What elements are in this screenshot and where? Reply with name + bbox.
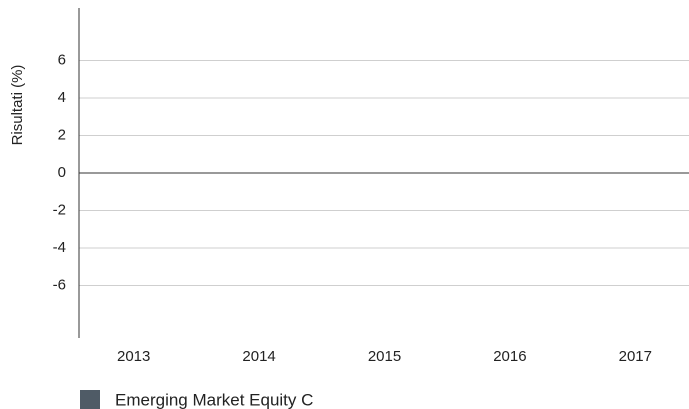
y-tick-label: 6 — [58, 51, 66, 68]
x-tick-label: 2013 — [117, 348, 150, 365]
y-tick-label: -6 — [53, 276, 66, 293]
x-tick-label: 2014 — [242, 348, 275, 365]
legend-swatch — [80, 390, 100, 409]
y-tick-label: -4 — [53, 239, 66, 256]
y-tick-label: 2 — [58, 126, 66, 143]
y-axis-label: Risultati (%) — [9, 65, 26, 146]
x-tick-label: 2015 — [368, 348, 401, 365]
y-tick-label: -2 — [53, 201, 66, 218]
x-tick-label: 2017 — [619, 348, 652, 365]
x-tick-label: 2016 — [493, 348, 526, 365]
legend-label: Emerging Market Equity C — [115, 390, 313, 409]
y-tick-label: 0 — [58, 164, 66, 181]
y-tick-label: 4 — [58, 89, 66, 106]
